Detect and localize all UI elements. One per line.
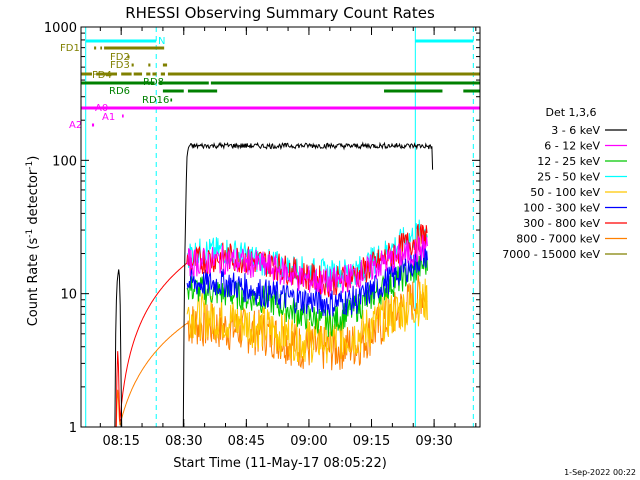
flag-bar-label: RD8 (143, 77, 164, 88)
legend-label: 3 - 6 keV (551, 124, 600, 137)
legend-label: 300 - 800 keV (523, 217, 600, 230)
x-tick-label: 09:15 (353, 434, 390, 449)
x-tick-label: 09:30 (415, 434, 452, 449)
flag-bar-label: RD6 (109, 86, 130, 97)
y-tick-label: 1000 (44, 21, 77, 36)
y-tick-label: 1 (69, 421, 77, 436)
legend-label: 12 - 25 keV (537, 155, 600, 168)
y-axis-label-sup: -1 (25, 229, 35, 238)
flag-bar-label: FD2 (110, 52, 130, 63)
footer-timestamp: 1-Sep-2022 00:22 (564, 468, 636, 477)
flag-bar-label: A2 (69, 120, 82, 131)
y-axis-label-part: Count Rate (s (26, 238, 41, 327)
flag-bar-label: FD3 (110, 60, 130, 71)
legend-label: 800 - 7000 keV (516, 233, 600, 246)
y-axis-label-part: detector (26, 169, 41, 229)
legend-label: 100 - 300 keV (523, 202, 600, 215)
x-tick-label: 09:00 (290, 434, 327, 449)
flag-bar-label: RD16 (142, 95, 169, 106)
series-line-7 (115, 273, 428, 428)
x-tick-label: 08:30 (165, 434, 202, 449)
y-axis-label-part: ) (26, 156, 41, 161)
flag-bar-label: FD1 (60, 43, 80, 54)
series-lines (114, 141, 434, 428)
x-tick-label: 08:45 (228, 434, 265, 449)
flag-bar-label: N (158, 36, 165, 47)
y-axis-label: Count Rate (s-1 detector-1) (25, 156, 41, 327)
plot-frame (80, 26, 481, 428)
x-tick-label: 08:15 (102, 434, 139, 449)
flag-bar-label: A0 (95, 103, 108, 114)
plot-area (85, 27, 474, 427)
legend: Det 1,3,6 3 - 6 keV 6 - 12 keV 12 - 25 keV… (502, 106, 627, 261)
legend-label: 6 - 12 keV (544, 140, 600, 153)
series-line-4 (186, 278, 428, 364)
series-line-1 (186, 234, 428, 297)
y-tick-label: 100 (52, 154, 77, 169)
axes: 08:15 08:30 08:45 09:00 09:15 09:30 1 10 100 1000 (44, 21, 481, 449)
legend-label: 7000 - 15000 keV (502, 248, 600, 261)
legend-title: Det 1,3,6 (545, 106, 596, 119)
series-line-6 (115, 223, 428, 428)
flag-bar-label: FD4 (92, 70, 112, 81)
flag-bar-label: A1 (102, 112, 115, 123)
legend-label: 50 - 100 keV (530, 186, 600, 199)
y-tick-label: 10 (60, 288, 77, 303)
legend-label: 25 - 50 keV (537, 171, 600, 184)
chart-title: RHESSI Observing Summary Count Rates (125, 4, 435, 22)
y-axis-label-sup: -1 (25, 161, 35, 170)
series-line-5 (186, 242, 428, 317)
x-axis-label: Start Time (11-May-17 08:05:22) (173, 456, 387, 471)
